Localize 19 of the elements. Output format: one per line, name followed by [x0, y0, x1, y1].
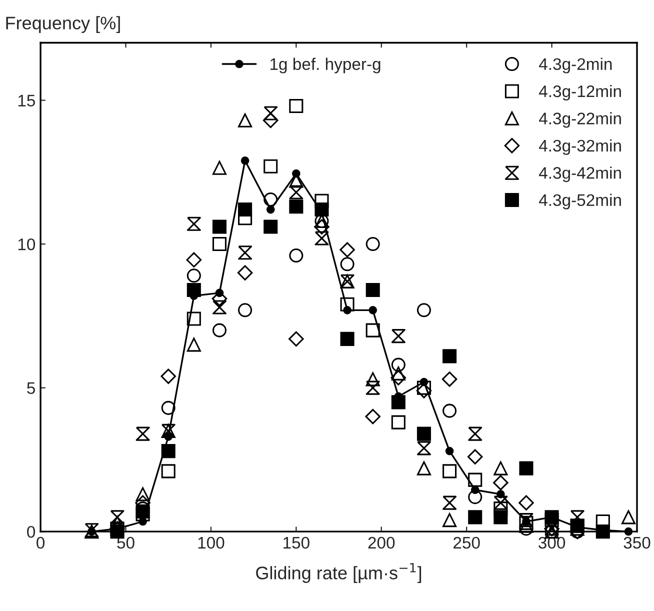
legend-label: 4.3g-22min [539, 112, 621, 128]
legend-label: 4.3g-52min [539, 194, 621, 210]
y-tick-label: 0 [27, 526, 36, 538]
y-tick-label: 5 [27, 382, 35, 394]
legend-label: 4.3g-12min [539, 84, 621, 101]
legend-label: 4.3g-32min [539, 139, 621, 155]
legend-label: 1g bef. hyper-g [270, 58, 380, 74]
x-tick-label: 350 [624, 536, 650, 549]
legend-label: 4.3g-42min [539, 166, 621, 182]
x-tick-label: 250 [454, 536, 480, 549]
y-axis-title: Frequency [%] [6, 16, 120, 33]
x-tick-label: 150 [284, 536, 310, 549]
x-tick-label: 100 [198, 536, 224, 549]
x-axis-title: Gliding rate [µm·s$^{−1}$] [256, 563, 422, 583]
x-tick-label: 0 [36, 536, 45, 549]
legend-label: 4.3g-2min [539, 58, 612, 74]
y-tick-label: 10 [18, 238, 36, 250]
y-tick-label: 15 [18, 94, 35, 106]
x-tick-label: 200 [368, 536, 395, 549]
